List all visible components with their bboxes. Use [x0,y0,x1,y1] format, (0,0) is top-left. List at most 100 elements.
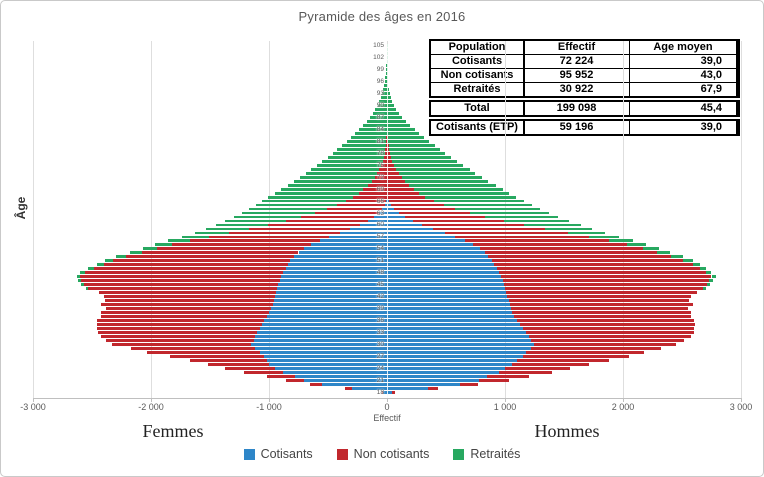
pyramid-bar-femmes [259,351,387,355]
pyramid-bar-hommes [398,171,476,175]
pyramid-bar-hommes [387,95,391,99]
pyramid-bar-hommes [516,319,694,323]
pyramid-bar-femmes [101,315,267,319]
pyramid-bar-hommes [387,199,389,203]
pyramid-bar-hommes [460,383,478,386]
pyramid-bar-femmes [225,367,275,370]
pyramid-bar-hommes [711,275,716,279]
pyramid-bar-femmes [261,199,346,203]
pyramid-bar-hommes [387,327,523,331]
pyramid-bar-hommes [499,271,706,275]
pyramid-bar-femmes [383,87,387,91]
pyramid-bar-femmes [116,255,127,259]
gridline [387,41,388,398]
pyramid-bar-femmes [377,103,387,107]
pyramid-bar-femmes [189,239,320,243]
pyramid-bar-femmes [285,219,369,223]
pyramid-bar-femmes [304,379,387,382]
pyramid-bar-hommes [387,187,415,191]
pyramid-bar-hommes [387,323,521,327]
pyramid-bar-femmes [385,199,387,203]
pyramid-bar-femmes [310,383,323,386]
axis-tick [33,398,34,402]
pyramid-bar-femmes [381,163,387,167]
retraites-swatch-icon [453,448,465,460]
pyramid-bar-hommes [387,155,391,159]
pyramid-bar-femmes [181,235,209,239]
x-tick-label: 1 000 [493,402,517,412]
pyramid-bar-hommes [464,239,609,243]
pyramid-bar-hommes [387,207,395,211]
pyramid-bar-hommes [643,247,659,251]
pyramid-bar-hommes [567,231,606,235]
pyramid-bar-hommes [503,219,570,223]
pyramid-bar-femmes [351,135,387,139]
pyramid-bar-hommes [394,163,464,167]
pyramid-bar-hommes [526,351,645,355]
center-axis-line [386,43,388,398]
gridline [269,41,270,398]
pyramid-bar-femmes [156,247,305,251]
age-tick-label: 69 [376,185,384,193]
pyramid-bar-femmes [376,171,387,175]
age-tick-label: 21 [376,377,384,385]
chart-title: Pyramide des âges en 2016 [298,9,466,24]
pyramid-bar-hommes [387,379,480,382]
age-tick-label: 60 [376,221,384,229]
age-tick-label: 72 [376,173,384,181]
age-tick-label: 33 [376,329,384,337]
pyramid-bar-femmes [337,147,386,151]
pyramid-bar-hommes [608,239,634,243]
pyramid-bar-hommes [387,299,509,303]
pyramid-bar-femmes [358,191,387,195]
x-axis-label: Effectif [373,413,401,423]
pyramid-bar-femmes [83,283,279,287]
pyramid-bar-femmes [264,355,387,359]
pyramid-bar-femmes [80,275,281,279]
pyramid-bar-femmes [99,291,277,295]
pyramid-bar-hommes [503,283,707,287]
pyramid-bar-femmes [370,115,387,119]
pyramid-bar-hommes [387,355,523,359]
age-tick-label: 78 [376,149,384,157]
pyramid-bar-hommes [626,243,646,247]
pyramid-bar-femmes [269,311,387,315]
x-tick-label: 0 [384,402,390,412]
table-cell: 59 196 [524,121,629,134]
pyramid-bar-hommes [387,347,531,351]
pyramid-bar-femmes [169,355,265,359]
pyramid-bar-hommes [387,263,495,267]
age-tick-label: 42 [376,293,384,301]
pyramid-bar-hommes [484,215,559,219]
pyramid-bar-hommes [387,239,465,243]
pyramid-bar-femmes [311,167,380,171]
pyramid-bar-femmes [130,347,255,351]
pyramid-bar-femmes [142,247,157,251]
age-tick-label: 45 [376,281,384,289]
pyramid-bar-femmes [206,227,249,231]
pyramid-bar-femmes [106,339,254,343]
pyramid-bar-hommes [412,219,504,223]
pyramid-bar-femmes [266,315,387,319]
pyramid-bar-hommes [387,215,405,219]
femmes-label: Femmes [142,421,204,441]
pyramid-bar-hommes [387,219,413,223]
pyramid-bar-femmes [384,203,387,207]
pyramid-bar-hommes [530,339,685,343]
pyramid-bar-femmes [97,331,258,335]
age-tick-label: 93 [376,89,384,97]
pyramid-bar-femmes [266,359,387,363]
age-tick-label: 51 [376,257,384,265]
pyramid-bar-femmes [274,191,359,195]
pyramid-bar-femmes [96,319,265,323]
table-cell: 67,9 [630,83,736,96]
pyramid-bar-femmes [337,203,385,207]
pyramid-bar-hommes [502,279,710,283]
pyramid-bar-hommes [514,315,692,319]
pyramid-bar-hommes [388,199,434,203]
table-cell: 39,0 [630,121,736,134]
pyramid-bar-hommes [522,327,694,331]
x-tick-label: 3 000 [729,402,753,412]
age-tick-label: 18 [376,389,384,396]
